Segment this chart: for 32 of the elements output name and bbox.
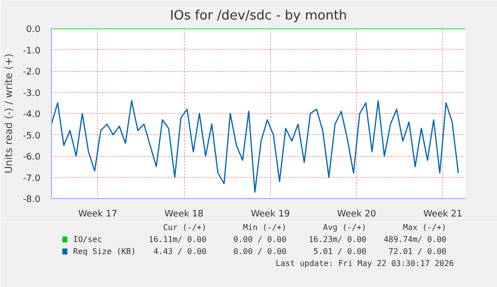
text: Avg (-/+) (323, 223, 366, 232)
text: Min (-/+) (243, 223, 286, 232)
x-tick-label: Week 17 (78, 210, 118, 220)
x-tick-label: Week 20 (337, 210, 376, 220)
y-tick-label: -4.0 (22, 110, 41, 120)
text: 5.01 / 0.00 (313, 247, 367, 256)
y-tick-label: 0.0 (26, 25, 41, 35)
legend-label: IO/sec (73, 235, 102, 244)
text: Last update: Fri May 22 03:30:17 2026 (276, 259, 454, 268)
y-tick-label: -8.0 (22, 195, 41, 205)
y-tick-label: -7.0 (22, 174, 41, 184)
text: 489.74m/ 0.00 (384, 235, 447, 244)
x-tick-label: Week 21 (423, 210, 462, 220)
text: 0.00 / 0.00 (233, 235, 287, 244)
y-axis-title: Units read (-) / write (+) (4, 53, 15, 174)
x-tick-label: Week 18 (164, 210, 204, 220)
text: 0.00 / 0.00 (233, 247, 287, 256)
text: Cur (-/+) (163, 223, 206, 232)
chart-title: IOs for /dev/sdc - by month (170, 8, 348, 24)
y-tick-label: -2.0 (22, 68, 41, 78)
y-tick-label: -1.0 (22, 46, 41, 56)
text: 4.43 / 0.00 (153, 247, 207, 256)
y-tick-label: -6.0 (22, 152, 41, 162)
y-tick-label: -3.0 (22, 88, 41, 99)
legend-label: Req Size (KB) (73, 247, 136, 256)
x-tick-label: Week 19 (250, 210, 290, 220)
line-series (52, 100, 459, 193)
text: 72.01 / 0.00 (388, 247, 447, 256)
text: 16.23m/ 0.00 (308, 235, 367, 244)
text: Max (-/+) (402, 223, 446, 232)
y-tick-label: -5.0 (22, 131, 41, 142)
text: 16.11m/ 0.00 (148, 235, 207, 244)
